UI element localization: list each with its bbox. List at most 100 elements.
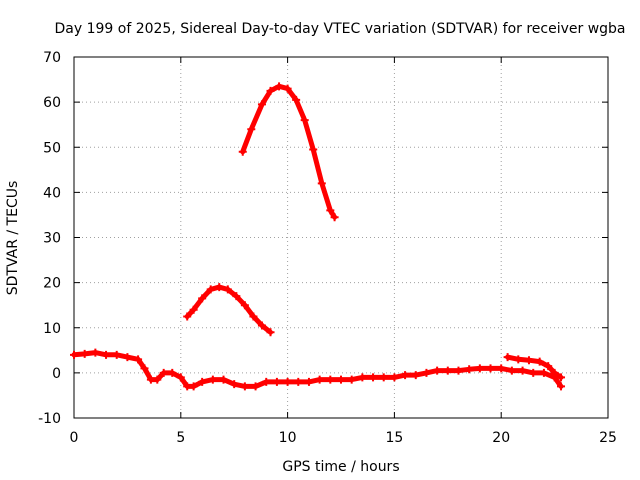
data-point-baseline: [198, 377, 207, 386]
data-point-baseline: [189, 382, 198, 391]
data-point-baseline: [422, 368, 431, 377]
data-point-baseline: [80, 349, 89, 358]
data-point-baseline: [219, 375, 228, 384]
data-point-baseline: [262, 377, 271, 386]
data-point-baseline: [465, 365, 474, 374]
data-point-baseline: [153, 375, 162, 384]
data-point-baseline: [176, 373, 185, 382]
data-point-baseline: [134, 355, 143, 364]
data-point-small-arc: [198, 294, 207, 303]
data-point-late-segment: [544, 362, 553, 371]
data-point-small-arc: [189, 305, 198, 314]
x-tick-label: 0: [70, 430, 79, 446]
data-point-baseline: [251, 382, 260, 391]
y-tick-label: 30: [43, 231, 61, 247]
data-point-baseline: [326, 375, 335, 384]
y-tick-label: 60: [43, 95, 61, 111]
data-point-baseline: [208, 375, 217, 384]
grid-layer: [74, 57, 608, 418]
tick-layer: 0 5 10 15 20 25 -10 0 10 20 30 40 50 60 70: [38, 50, 617, 446]
data-point-small-arc: [232, 292, 241, 301]
data-point-baseline: [294, 377, 303, 386]
data-point-small-arc: [257, 321, 266, 330]
data-point-large-arc: [317, 179, 326, 188]
data-point-baseline: [168, 368, 177, 377]
data-point-large-arc: [300, 116, 309, 125]
data-point-baseline: [475, 364, 484, 373]
data-point-baseline: [497, 364, 506, 373]
data-point-baseline: [272, 377, 281, 386]
data-point-large-arc: [247, 125, 256, 134]
x-axis-title: GPS time / hours: [282, 459, 399, 475]
data-point-baseline: [123, 353, 132, 362]
data-point-small-arc: [223, 285, 232, 294]
data-point-baseline: [454, 366, 463, 375]
data-point-baseline: [283, 377, 292, 386]
data-point-baseline: [557, 382, 566, 391]
data-point-baseline: [486, 364, 495, 373]
data-point-large-arc: [257, 100, 266, 109]
data-point-late-segment: [524, 356, 533, 365]
x-tick-label: 20: [492, 430, 510, 446]
y-tick-label: 70: [43, 50, 61, 66]
data-point-baseline: [379, 373, 388, 382]
data-point-baseline: [70, 350, 78, 359]
data-point-late-segment: [550, 368, 559, 377]
y-tick-label: 40: [43, 185, 61, 201]
data-point-baseline: [112, 350, 121, 359]
y-tick-label: 50: [43, 140, 61, 156]
data-point-large-arc: [292, 95, 301, 104]
x-tick-label: 5: [176, 430, 185, 446]
data-point-large-arc: [275, 82, 284, 91]
data-point-baseline: [230, 380, 239, 389]
data-point-small-arc: [240, 301, 249, 310]
data-point-baseline: [518, 366, 527, 375]
data-point-baseline: [347, 375, 356, 384]
data-point-baseline: [539, 368, 548, 377]
x-tick-label: 25: [599, 430, 617, 446]
data-point-baseline: [102, 350, 111, 359]
data-point-baseline: [433, 366, 442, 375]
data-point-baseline: [369, 373, 378, 382]
data-point-baseline: [159, 368, 168, 377]
y-tick-label: 20: [43, 276, 61, 292]
y-tick-label: 0: [52, 366, 61, 382]
data-point-small-arc: [206, 285, 215, 294]
data-point-small-arc: [266, 328, 275, 337]
data-point-late-segment: [557, 373, 566, 382]
data-point-baseline: [140, 364, 149, 373]
data-point-baseline: [91, 348, 100, 357]
data-point-large-arc: [309, 145, 318, 154]
data-point-baseline: [507, 366, 516, 375]
data-point-late-segment: [503, 353, 512, 362]
data-point-baseline: [401, 371, 410, 380]
y-tick-label: -10: [38, 411, 61, 427]
y-axis-title: SDTVAR / TECUs: [5, 181, 21, 296]
data-point-baseline: [390, 373, 399, 382]
data-point-small-arc: [249, 312, 258, 321]
data-point-late-segment: [535, 357, 544, 366]
data-point-baseline: [529, 368, 538, 377]
data-point-baseline: [240, 382, 249, 391]
data-point-large-arc: [326, 206, 335, 215]
series-line-baseline: [71, 350, 564, 389]
data-point-large-arc: [283, 84, 292, 93]
data-point-small-arc: [183, 312, 192, 321]
data-point-late-segment: [514, 355, 523, 364]
data-point-large-arc: [330, 213, 339, 222]
data-point-baseline: [443, 366, 452, 375]
data-point-large-arc: [266, 86, 275, 95]
series-layer: [70, 82, 566, 391]
y-tick-label: 10: [43, 321, 61, 337]
data-point-small-arc: [215, 283, 224, 292]
data-point-large-arc: [238, 147, 247, 156]
data-point-baseline: [337, 375, 345, 384]
data-point-baseline: [411, 371, 420, 380]
data-point-baseline: [358, 373, 367, 382]
x-tick-label: 15: [385, 430, 403, 446]
data-point-baseline: [315, 375, 324, 384]
chart-title: Day 199 of 2025, Sidereal Day-to-day VTE…: [54, 21, 625, 37]
x-tick-label: 10: [279, 430, 297, 446]
series-line-large-arc: [240, 83, 338, 220]
